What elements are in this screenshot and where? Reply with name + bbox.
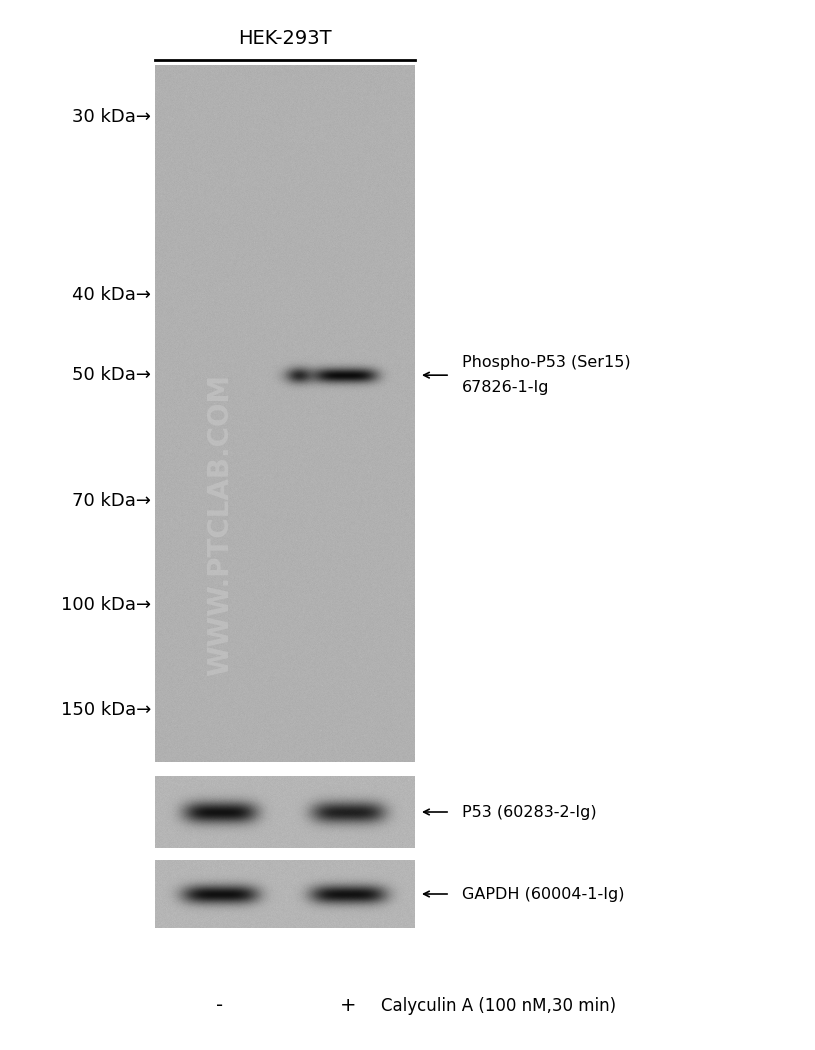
Text: HEK-293T: HEK-293T [238,28,332,47]
Text: -: - [217,996,223,1015]
Text: Phospho-P53 (Ser15): Phospho-P53 (Ser15) [462,355,631,370]
Text: 67826-1-Ig: 67826-1-Ig [462,380,550,395]
Text: 70 kDa→: 70 kDa→ [72,491,151,509]
Text: 40 kDa→: 40 kDa→ [72,286,151,304]
Text: P53 (60283-2-Ig): P53 (60283-2-Ig) [462,804,597,819]
Text: 30 kDa→: 30 kDa→ [72,108,151,126]
Text: 50 kDa→: 50 kDa→ [72,366,151,384]
Text: Calyculin A (100 nM,30 min): Calyculin A (100 nM,30 min) [381,996,615,1015]
Text: WWW.PTCLAB.COM: WWW.PTCLAB.COM [206,374,234,676]
Text: GAPDH (60004-1-Ig): GAPDH (60004-1-Ig) [462,886,625,902]
Text: 150 kDa→: 150 kDa→ [60,700,151,718]
Text: +: + [340,996,356,1015]
Text: 100 kDa→: 100 kDa→ [61,596,151,614]
